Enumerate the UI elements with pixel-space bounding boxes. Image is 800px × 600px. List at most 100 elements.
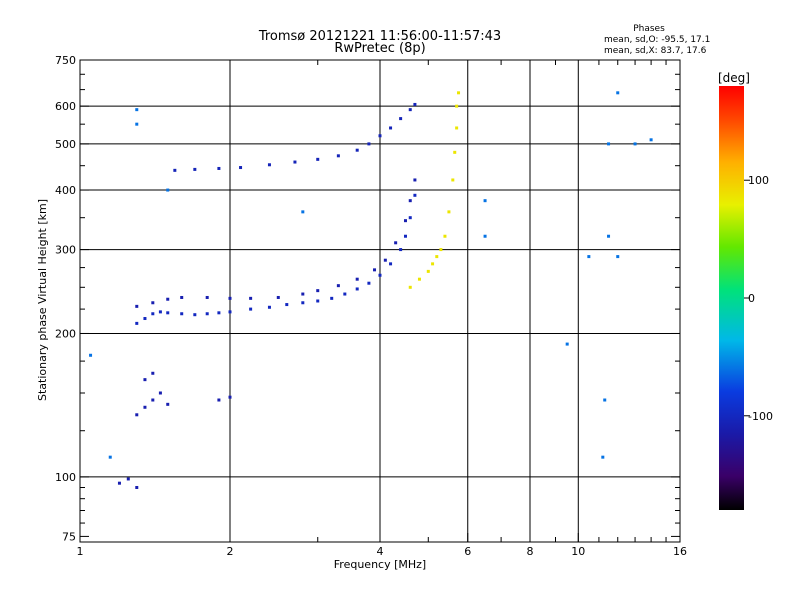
- data-point: [607, 234, 611, 238]
- data-point: [367, 281, 371, 285]
- data-point: [587, 255, 591, 259]
- data-point: [267, 163, 271, 167]
- colorbar-ticks: 100 0 -100: [744, 174, 773, 423]
- data-point: [394, 241, 398, 245]
- data-point: [378, 273, 382, 277]
- data-point: [135, 413, 139, 417]
- data-point: [135, 304, 139, 308]
- axis-ticks: 1 2 4 6 8 10 16 75 100 200 300 400 500 600 750: [55, 54, 687, 558]
- data-point: [89, 353, 93, 357]
- data-point: [151, 312, 155, 316]
- data-point: [126, 477, 130, 481]
- y-axis-label: Stationary phase Virtual Height [km]: [36, 199, 49, 401]
- stats-heading: Phases: [633, 24, 665, 34]
- data-point: [413, 193, 417, 197]
- data-point: [180, 295, 184, 299]
- stats-line-o: mean, sd,O: -95.5, 17.1: [604, 35, 710, 45]
- data-point: [403, 219, 407, 223]
- x-tick-label: 4: [377, 545, 384, 558]
- data-point: [435, 255, 439, 259]
- data-point: [217, 166, 221, 170]
- data-point: [135, 321, 139, 325]
- stats-line-x: mean, sd,X: 83.7, 17.6: [604, 46, 707, 56]
- data-point: [316, 157, 320, 161]
- data-point: [607, 142, 611, 146]
- data-point: [355, 287, 359, 291]
- data-point: [316, 299, 320, 303]
- grid-lines: [80, 60, 680, 542]
- x-tick-label: 2: [227, 545, 234, 558]
- data-point: [228, 395, 232, 399]
- data-point: [135, 122, 139, 126]
- data-point: [228, 296, 232, 300]
- data-point: [173, 168, 177, 172]
- data-point: [408, 199, 412, 203]
- data-point: [205, 312, 209, 316]
- data-point: [316, 289, 320, 293]
- data-point: [616, 255, 620, 259]
- data-point: [143, 378, 147, 382]
- data-point: [601, 455, 605, 459]
- data-point: [151, 371, 155, 375]
- data-point: [143, 405, 147, 409]
- data-point: [447, 210, 451, 214]
- data-point: [431, 262, 435, 266]
- data-point: [455, 104, 459, 108]
- data-point: [453, 150, 457, 154]
- data-point: [373, 268, 377, 272]
- data-point: [267, 305, 271, 309]
- colorbar-tick-label: 0: [748, 292, 755, 305]
- data-point: [483, 199, 487, 203]
- colorbar-tick-label: -100: [748, 410, 773, 423]
- data-point: [166, 402, 170, 406]
- y-tick-label: 400: [55, 184, 76, 197]
- data-point: [217, 398, 221, 402]
- x-tick-label: 10: [571, 545, 585, 558]
- chart-subtitle: RwPretec (8p): [334, 41, 425, 56]
- data-point: [417, 277, 421, 281]
- data-point: [217, 311, 221, 315]
- data-point: [285, 303, 289, 307]
- data-point: [336, 284, 340, 288]
- data-point: [399, 117, 403, 121]
- data-point: [166, 297, 170, 301]
- data-point: [389, 262, 393, 266]
- data-point: [383, 258, 387, 262]
- data-point: [413, 178, 417, 182]
- data-point: [355, 277, 359, 281]
- data-points: [89, 91, 653, 489]
- x-tick-label: 16: [673, 545, 687, 558]
- data-point: [166, 188, 170, 192]
- data-point: [117, 481, 121, 485]
- y-tick-label: 200: [55, 327, 76, 340]
- y-tick-label: 75: [62, 530, 76, 543]
- y-tick-label: 750: [55, 54, 76, 67]
- data-point: [367, 142, 371, 146]
- data-point: [399, 248, 403, 252]
- data-point: [451, 178, 455, 182]
- y-tick-label: 100: [55, 471, 76, 484]
- data-point: [455, 126, 459, 130]
- data-point: [403, 234, 407, 238]
- data-point: [343, 292, 347, 296]
- data-point: [249, 307, 253, 311]
- data-point: [151, 301, 155, 305]
- colorbar: [719, 86, 744, 510]
- data-point: [193, 167, 197, 171]
- data-point: [408, 285, 412, 289]
- data-point: [193, 313, 197, 317]
- data-point: [565, 342, 569, 346]
- data-point: [108, 455, 112, 459]
- data-point: [336, 154, 340, 158]
- data-point: [135, 485, 139, 489]
- data-point: [301, 210, 305, 214]
- data-point: [616, 91, 620, 95]
- x-axis-label: Frequency [MHz]: [334, 558, 426, 571]
- data-point: [426, 269, 430, 273]
- y-tick-label: 500: [55, 138, 76, 151]
- data-point: [443, 234, 447, 238]
- data-point: [276, 295, 280, 299]
- data-point: [408, 216, 412, 220]
- y-tick-label: 300: [55, 244, 76, 257]
